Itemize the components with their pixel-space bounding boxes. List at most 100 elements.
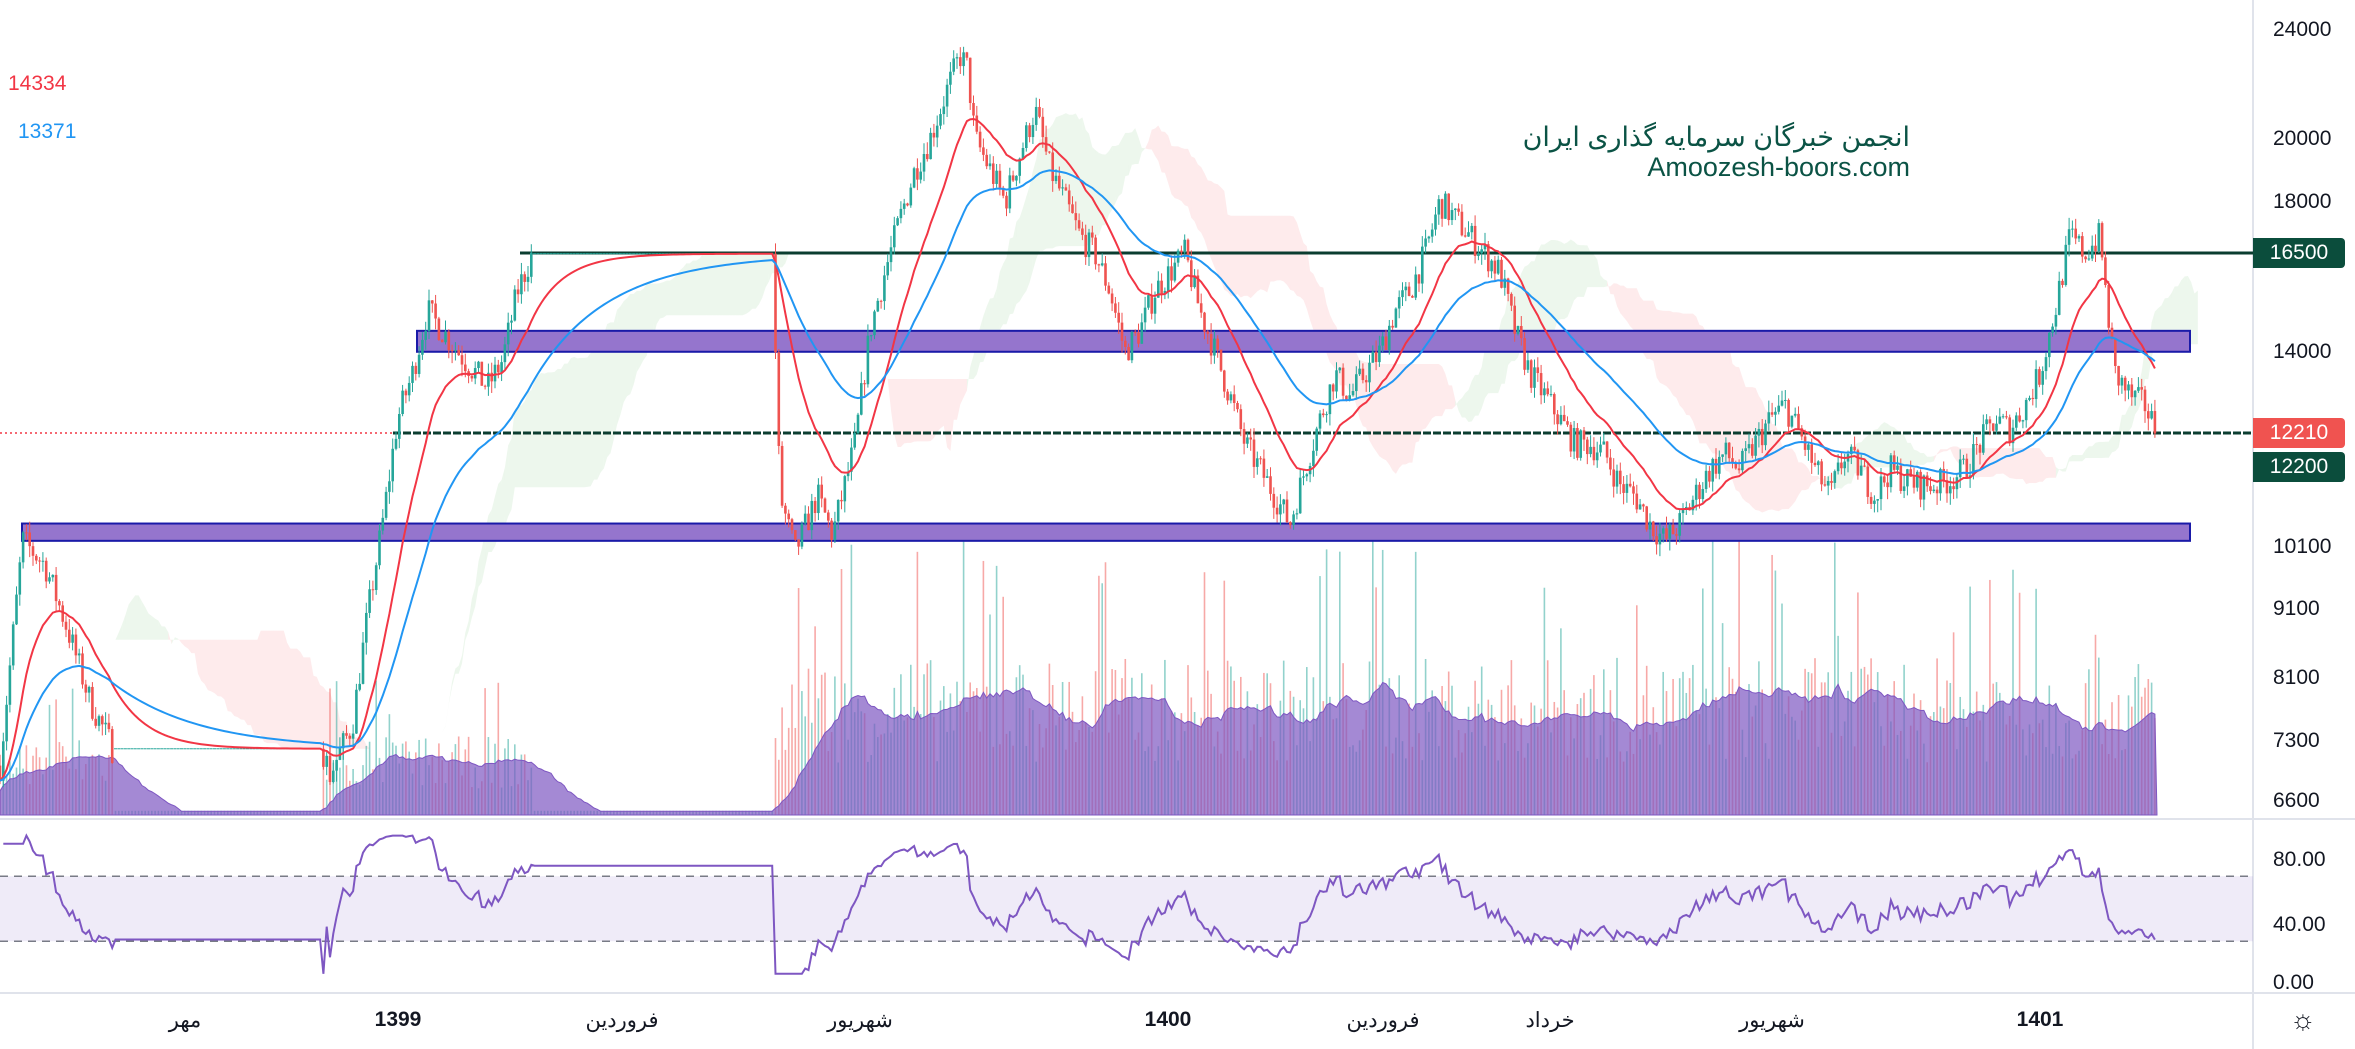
candle-body bbox=[1569, 424, 1573, 452]
candle-body bbox=[1800, 428, 1804, 437]
ichimoku-cloud bbox=[1848, 457, 1852, 484]
ichimoku-cloud bbox=[1036, 139, 1040, 260]
candle-body bbox=[922, 154, 926, 172]
candle-body bbox=[1988, 419, 1992, 424]
candle-body bbox=[1642, 504, 1645, 507]
ichimoku-cloud bbox=[504, 445, 509, 527]
ichimoku-cloud bbox=[1181, 147, 1185, 206]
candle-body bbox=[1797, 413, 1800, 429]
candle-body bbox=[1652, 521, 1655, 537]
candle-body bbox=[869, 335, 873, 337]
ichimoku-cloud bbox=[273, 630, 278, 744]
candle-body bbox=[1622, 484, 1625, 493]
ichimoku-cloud bbox=[1300, 233, 1304, 301]
ichimoku-cloud bbox=[1059, 114, 1063, 247]
ichimoku-cloud bbox=[1712, 335, 1716, 454]
ichimoku-cloud bbox=[1788, 448, 1792, 510]
ichimoku-cloud bbox=[729, 253, 733, 316]
candle-body bbox=[381, 517, 385, 531]
ichimoku-cloud bbox=[2125, 407, 2129, 432]
ichimoku-cloud bbox=[198, 639, 202, 681]
candle-body bbox=[1361, 368, 1365, 381]
candle-body bbox=[2, 741, 5, 781]
candle-body bbox=[1826, 480, 1830, 486]
ichimoku-cloud bbox=[1610, 283, 1614, 295]
ichimoku-cloud bbox=[333, 702, 337, 749]
ichimoku-cloud bbox=[1250, 215, 1254, 299]
ichimoku-cloud bbox=[1999, 448, 2004, 474]
ichimoku-cloud bbox=[234, 639, 238, 718]
ichimoku-cloud bbox=[2191, 282, 2195, 345]
candle-body bbox=[1820, 461, 1823, 485]
candle-body bbox=[427, 300, 431, 331]
ichimoku-cloud bbox=[699, 253, 703, 316]
ichimoku-cloud bbox=[620, 301, 624, 415]
ichimoku-cloud bbox=[1230, 215, 1235, 297]
candle-body bbox=[1381, 336, 1384, 346]
ichimoku-cloud bbox=[1801, 462, 1806, 491]
candle-body bbox=[1163, 290, 1167, 295]
candle-body bbox=[1889, 455, 1893, 488]
ichimoku-cloud bbox=[2062, 467, 2066, 472]
candle-body bbox=[368, 589, 371, 613]
volume-bar bbox=[1339, 551, 1341, 815]
candle-body bbox=[1823, 484, 1827, 486]
ichimoku-cloud bbox=[1135, 128, 1139, 164]
ichimoku-cloud bbox=[2128, 402, 2132, 432]
candle-body bbox=[454, 350, 457, 352]
candle-body bbox=[1150, 295, 1153, 314]
ichimoku-cloud bbox=[1772, 424, 1776, 511]
ichimoku-cloud bbox=[1240, 215, 1245, 298]
ichimoku-cloud bbox=[1920, 453, 1924, 465]
candle-body bbox=[483, 385, 487, 387]
candle-body bbox=[2114, 339, 2117, 366]
ichimoku-cloud bbox=[1075, 113, 1080, 247]
gear-icon[interactable]: ☼ bbox=[2290, 1004, 2316, 1035]
ichimoku-cloud bbox=[752, 253, 756, 309]
candle-body bbox=[1355, 374, 1358, 392]
ichimoku-cloud bbox=[524, 392, 528, 488]
ichimoku-cloud bbox=[161, 626, 165, 640]
ichimoku-cloud bbox=[1471, 374, 1476, 422]
ichimoku-cloud bbox=[1709, 335, 1713, 454]
candle-body bbox=[1054, 175, 1058, 182]
candle-body bbox=[104, 722, 107, 725]
candle-body bbox=[1671, 524, 1675, 535]
ichimoku-cloud bbox=[320, 685, 324, 749]
ichimoku-cloud bbox=[1877, 424, 1881, 468]
ichimoku-cloud bbox=[785, 253, 789, 264]
ichimoku-cloud bbox=[712, 253, 717, 316]
ichimoku-cloud bbox=[181, 639, 185, 647]
time-label: شهریور bbox=[827, 1009, 893, 1032]
candle-body bbox=[827, 512, 830, 521]
candle-body bbox=[51, 574, 55, 578]
volume-bar bbox=[784, 749, 787, 815]
candle-body bbox=[926, 154, 929, 160]
ichimoku-cloud bbox=[108, 641, 113, 646]
candle-body bbox=[939, 114, 942, 126]
candle-body bbox=[1117, 312, 1120, 323]
ichimoku-cloud bbox=[719, 253, 723, 316]
ichimoku-cloud bbox=[1795, 452, 1799, 502]
watermark-url: Amoozesh-boors.com bbox=[1647, 152, 1910, 182]
ichimoku-cloud bbox=[1607, 280, 1611, 294]
ichimoku-cloud bbox=[1907, 442, 1911, 468]
candle-body bbox=[2120, 377, 2124, 386]
candle-body bbox=[64, 621, 68, 630]
candle-body bbox=[988, 163, 992, 167]
candle-body bbox=[1883, 476, 1886, 483]
volume-bar bbox=[840, 568, 843, 815]
candle-body bbox=[1025, 125, 1028, 148]
candle-body bbox=[1919, 471, 1922, 500]
candle-body bbox=[510, 320, 513, 323]
ichimoku-cloud bbox=[2029, 448, 2033, 484]
candle-body bbox=[424, 330, 427, 340]
ichimoku-cloud bbox=[1623, 285, 1627, 322]
candle-body bbox=[44, 560, 48, 582]
ichimoku-cloud bbox=[1841, 463, 1845, 489]
candle-body bbox=[2150, 411, 2153, 419]
candle-body bbox=[1549, 394, 1553, 396]
candle-body bbox=[860, 383, 863, 415]
